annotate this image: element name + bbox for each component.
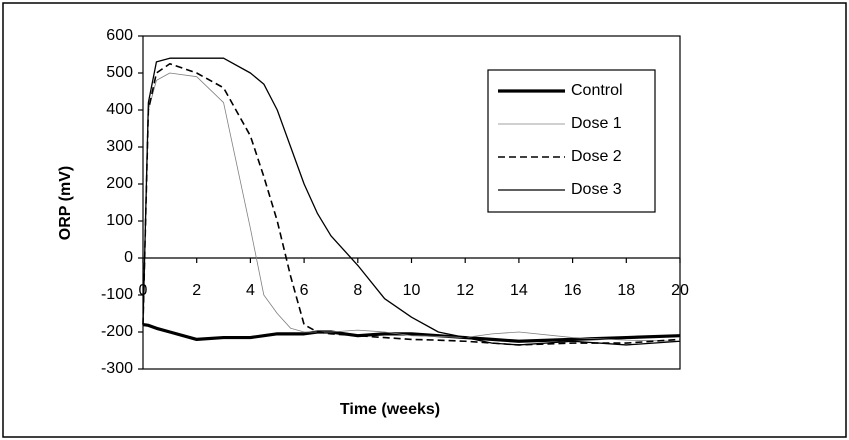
legend-label: Dose 1	[571, 115, 622, 132]
y-tick-label: -100	[101, 286, 133, 303]
x-tick-label: 6	[300, 282, 309, 299]
y-tick-label: 100	[106, 212, 133, 229]
x-tick-label: 10	[403, 282, 421, 299]
x-axis-label: Time (weeks)	[340, 401, 440, 418]
legend	[487, 69, 656, 213]
legend-label: Control	[571, 82, 623, 99]
series-line	[142, 57, 681, 346]
x-tick-label: 16	[564, 282, 582, 299]
x-tick-label: 14	[510, 282, 528, 299]
x-tick-label: 0	[139, 282, 148, 299]
y-tick-label: 300	[106, 138, 133, 155]
y-tick-label: 500	[106, 64, 133, 81]
y-tick-label: 200	[106, 175, 133, 192]
y-tick-label: 600	[106, 27, 133, 44]
legend-label: Dose 3	[571, 181, 622, 198]
x-tick-label: 4	[246, 282, 255, 299]
y-tick-label: 0	[124, 249, 133, 266]
y-axis-label: ORP (mV)	[57, 166, 74, 240]
x-tick-label: 8	[353, 282, 362, 299]
legend-label: Dose 2	[571, 148, 622, 165]
plot-frame	[142, 35, 681, 370]
x-tick-label: 20	[671, 282, 689, 299]
x-tick-label: 12	[456, 282, 474, 299]
y-tick-label: -300	[101, 360, 133, 377]
y-tick-label: -200	[101, 323, 133, 340]
y-tick-label: 400	[106, 101, 133, 118]
series-line	[142, 62, 681, 346]
x-tick-label: 18	[617, 282, 635, 299]
x-tick-label: 2	[192, 282, 201, 299]
